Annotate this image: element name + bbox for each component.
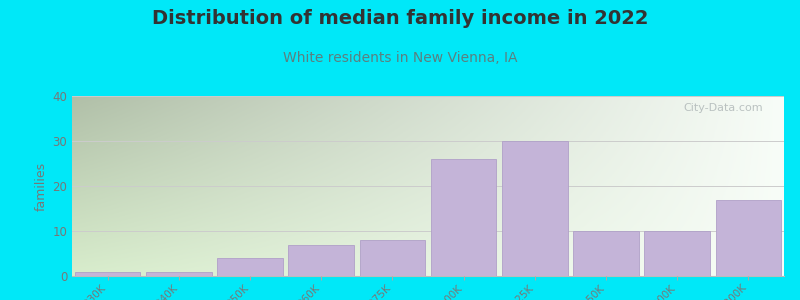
- Text: City-Data.com: City-Data.com: [683, 103, 762, 113]
- Bar: [360, 240, 425, 276]
- Bar: [716, 200, 781, 276]
- Bar: [289, 244, 354, 276]
- Bar: [574, 231, 638, 276]
- Text: White residents in New Vienna, IA: White residents in New Vienna, IA: [282, 51, 518, 65]
- Bar: [146, 272, 211, 276]
- Text: Distribution of median family income in 2022: Distribution of median family income in …: [152, 9, 648, 28]
- Bar: [218, 258, 282, 276]
- Bar: [502, 141, 567, 276]
- Y-axis label: families: families: [35, 161, 48, 211]
- Bar: [645, 231, 710, 276]
- Bar: [75, 272, 140, 276]
- Bar: [431, 159, 496, 276]
